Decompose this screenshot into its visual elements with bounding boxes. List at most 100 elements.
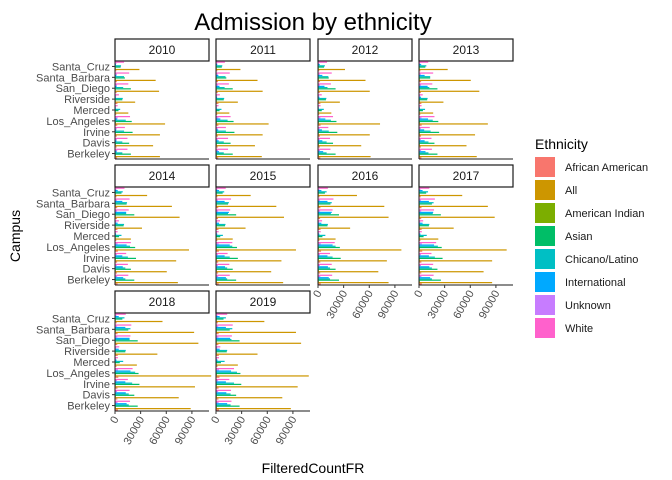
- bar: [216, 102, 219, 105]
- bar: [216, 246, 238, 249]
- bar: [216, 91, 218, 94]
- y-tick-label: San_Diego: [56, 83, 110, 95]
- bar: [318, 73, 320, 75]
- bar: [318, 198, 334, 200]
- bar: [216, 134, 263, 136]
- bar: [318, 261, 321, 263]
- bar: [419, 152, 429, 154]
- bar: [115, 393, 129, 395]
- facet-panel-2010: 2010 BerkeleyDavisIrvineLos_AngelesMerced…: [36, 38, 210, 161]
- y-tick-label: Irvine: [83, 253, 110, 265]
- bar: [115, 263, 128, 265]
- bar: [419, 211, 434, 213]
- bar: [115, 367, 133, 370]
- bar: [318, 153, 336, 155]
- bar: [318, 128, 320, 130]
- bar: [318, 65, 325, 67]
- bar: [115, 252, 127, 255]
- bar: [419, 117, 422, 119]
- bar: [216, 142, 231, 144]
- bar: [419, 131, 440, 134]
- bar: [115, 189, 118, 192]
- bar: [115, 72, 130, 74]
- bar: [318, 243, 321, 245]
- bar: [216, 70, 218, 72]
- bar: [419, 188, 421, 190]
- bar: [419, 137, 432, 139]
- bar: [318, 84, 320, 86]
- bar: [318, 192, 325, 194]
- bar: [115, 85, 117, 87]
- bar: [115, 97, 123, 100]
- bar: [216, 194, 251, 197]
- bar: [216, 328, 233, 330]
- bar: [318, 99, 326, 101]
- bar: [115, 243, 118, 245]
- bar: [115, 77, 125, 79]
- bar: [216, 101, 238, 103]
- bar: [216, 252, 228, 255]
- bar: [115, 386, 195, 388]
- bar: [216, 65, 223, 67]
- facet-strip: [215, 38, 311, 62]
- bar: [419, 90, 480, 92]
- bar: [318, 255, 328, 257]
- bar: [115, 347, 117, 349]
- facet-panel-2019: 2019: [215, 290, 311, 412]
- bar: [318, 76, 329, 78]
- y-tick-label: Merced: [73, 357, 110, 369]
- bar: [216, 74, 219, 77]
- bar: [115, 261, 118, 263]
- bar: [216, 338, 232, 341]
- bar: [318, 131, 338, 134]
- bar: [419, 246, 442, 249]
- bar: [318, 222, 322, 224]
- bar: [115, 108, 121, 110]
- bar: [115, 130, 125, 132]
- bar: [419, 249, 507, 251]
- y-tick-label: Los_Angeles: [46, 242, 110, 254]
- bar: [115, 211, 127, 213]
- bar: [318, 241, 335, 244]
- bar: [318, 91, 320, 94]
- bar: [115, 194, 148, 197]
- bar: [419, 279, 441, 281]
- bar: [216, 209, 231, 211]
- bar: [318, 70, 320, 72]
- bar: [115, 372, 139, 375]
- bar: [115, 362, 120, 364]
- bar: [419, 149, 422, 152]
- bar: [216, 200, 225, 203]
- bar: [216, 367, 235, 370]
- bar: [216, 403, 228, 405]
- bar: [419, 234, 427, 236]
- bar: [318, 236, 323, 238]
- bar: [419, 261, 422, 263]
- bar: [115, 188, 117, 190]
- facet-strip-label: 2019: [250, 295, 277, 309]
- bar: [115, 66, 121, 68]
- bar: [216, 97, 225, 100]
- y-tick-label: Berkeley: [67, 401, 110, 413]
- bar: [318, 118, 326, 120]
- bar: [419, 250, 423, 252]
- bar: [216, 386, 298, 388]
- bar: [115, 138, 117, 141]
- bar: [115, 198, 130, 200]
- legend-label: All: [565, 185, 577, 197]
- bar: [216, 254, 218, 256]
- bar: [318, 246, 340, 249]
- bar: [318, 105, 321, 107]
- bar: [115, 267, 126, 269]
- bar: [318, 279, 340, 281]
- bar: [115, 239, 117, 241]
- bar: [216, 261, 219, 263]
- bar: [318, 260, 387, 262]
- bar: [318, 97, 327, 100]
- bar: [318, 110, 322, 112]
- bar: [419, 239, 421, 241]
- y-tick-label: Berkeley: [67, 149, 110, 161]
- bar: [216, 337, 231, 339]
- bar: [419, 81, 422, 83]
- bar: [419, 200, 429, 203]
